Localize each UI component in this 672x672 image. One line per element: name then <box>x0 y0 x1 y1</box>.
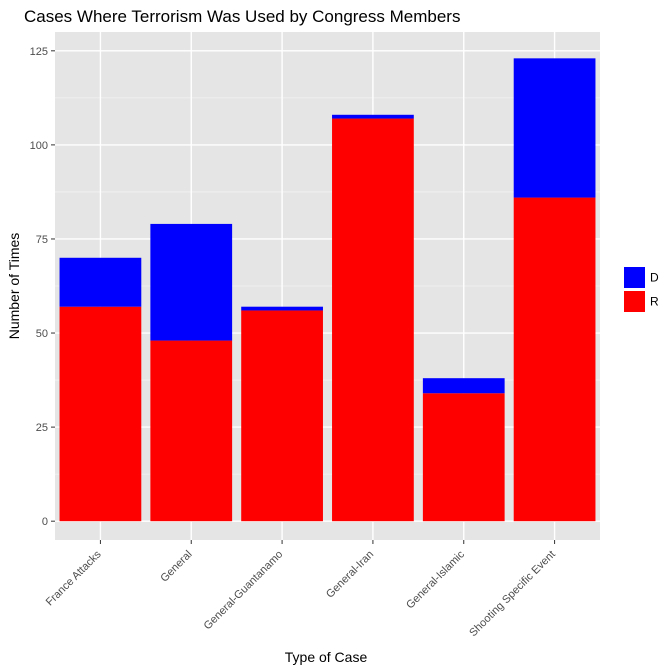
bar-D-5 <box>422 378 505 394</box>
legend-key-D <box>624 267 645 288</box>
bar-R-2 <box>150 340 233 522</box>
y-tick-label: 50 <box>36 328 48 340</box>
x-tick-label: Shooting Specific Event <box>467 548 558 639</box>
y-tick-label: 25 <box>36 422 48 434</box>
legend: DR <box>624 267 659 312</box>
x-tick-label: General-Guantanamo <box>202 548 286 632</box>
bar-R-5 <box>422 393 505 522</box>
bar-R-4 <box>332 118 414 522</box>
bar-D-4 <box>332 114 414 119</box>
x-axis-title: Type of Case <box>285 649 368 665</box>
y-tick-label: 100 <box>30 140 48 152</box>
chart-title: Cases Where Terrorism Was Used by Congre… <box>24 7 460 26</box>
legend-label-D: D <box>650 271 659 285</box>
x-axis: France Attacks General General-Guantanamo G… <box>44 540 558 639</box>
y-axis: 0 25 50 75 100 125 <box>30 46 55 528</box>
x-tick-label: General <box>158 548 194 584</box>
bar-D-2 <box>150 223 233 341</box>
bar-R-3 <box>241 310 323 522</box>
bar-D-3 <box>241 306 323 311</box>
legend-label-R: R <box>650 295 659 309</box>
y-tick-label: 75 <box>36 234 48 246</box>
bar-D-6 <box>513 58 596 198</box>
x-tick-label: General-Iran <box>324 548 376 600</box>
bar-R-6 <box>513 197 596 522</box>
x-tick-label: France Attacks <box>44 548 104 608</box>
x-tick-label: General-Islamic <box>404 548 467 611</box>
legend-key-R <box>624 291 645 312</box>
y-axis-title: Number of Times <box>6 233 22 340</box>
bars <box>59 58 596 522</box>
bar-R-1 <box>59 306 142 522</box>
y-tick-label: 0 <box>42 516 48 528</box>
minor-gridlines <box>55 97 600 475</box>
y-tick-label: 125 <box>30 46 48 58</box>
bar-D-1 <box>59 257 142 307</box>
